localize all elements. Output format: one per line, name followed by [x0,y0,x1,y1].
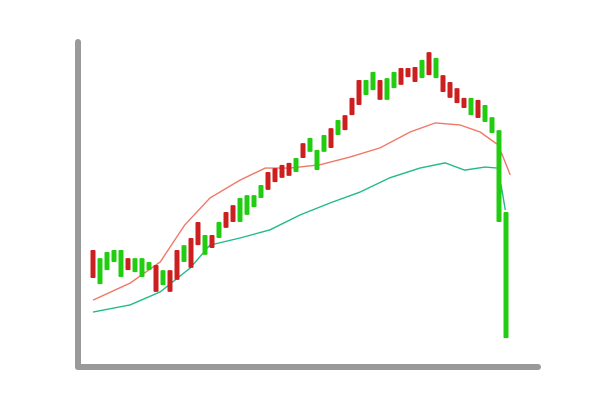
candle [475,99,481,119]
candle [426,52,432,76]
candle [174,250,180,280]
candle [370,71,376,91]
candle [398,68,404,85]
candle [496,130,502,223]
candle [125,258,131,271]
candle [272,168,278,183]
candle [195,222,201,246]
candle [377,80,383,100]
candle [223,211,229,228]
candle [384,78,390,100]
candle [216,222,222,238]
candle [482,105,488,122]
candle [440,75,446,93]
candle [300,143,306,159]
candle [139,258,145,277]
candle [202,235,208,255]
candle [146,262,152,271]
candle [160,270,166,286]
candle [454,88,460,104]
candle [391,71,397,89]
candle [132,258,138,273]
candle [405,68,411,78]
candle [328,128,334,148]
moving-average-line [92,122,511,301]
candle [412,67,418,82]
candle [258,185,264,198]
candle [111,250,117,263]
candle [461,97,467,108]
candle [335,120,341,135]
candle [265,172,271,190]
candle [363,80,369,95]
candle [286,162,292,176]
candle [447,81,453,98]
candle [342,115,348,131]
candle [188,237,194,268]
candle [97,258,103,285]
candle [433,57,439,79]
candle [503,211,509,339]
candle [349,97,355,116]
candle [237,198,243,223]
candle [307,137,313,152]
candle [244,195,250,215]
candle [181,245,187,263]
candle [209,235,215,249]
candle [419,59,425,79]
candle [90,250,96,278]
candle [468,97,474,116]
candle [489,117,495,133]
candle [153,264,159,292]
candle [251,195,257,208]
candle [104,251,110,271]
candle [279,164,285,178]
candle [356,80,362,106]
candle [293,158,299,172]
moving-average-line [92,162,506,313]
candle [230,205,236,223]
candle [321,134,327,152]
candle [314,149,320,171]
candle [167,270,173,292]
candle [118,250,124,277]
